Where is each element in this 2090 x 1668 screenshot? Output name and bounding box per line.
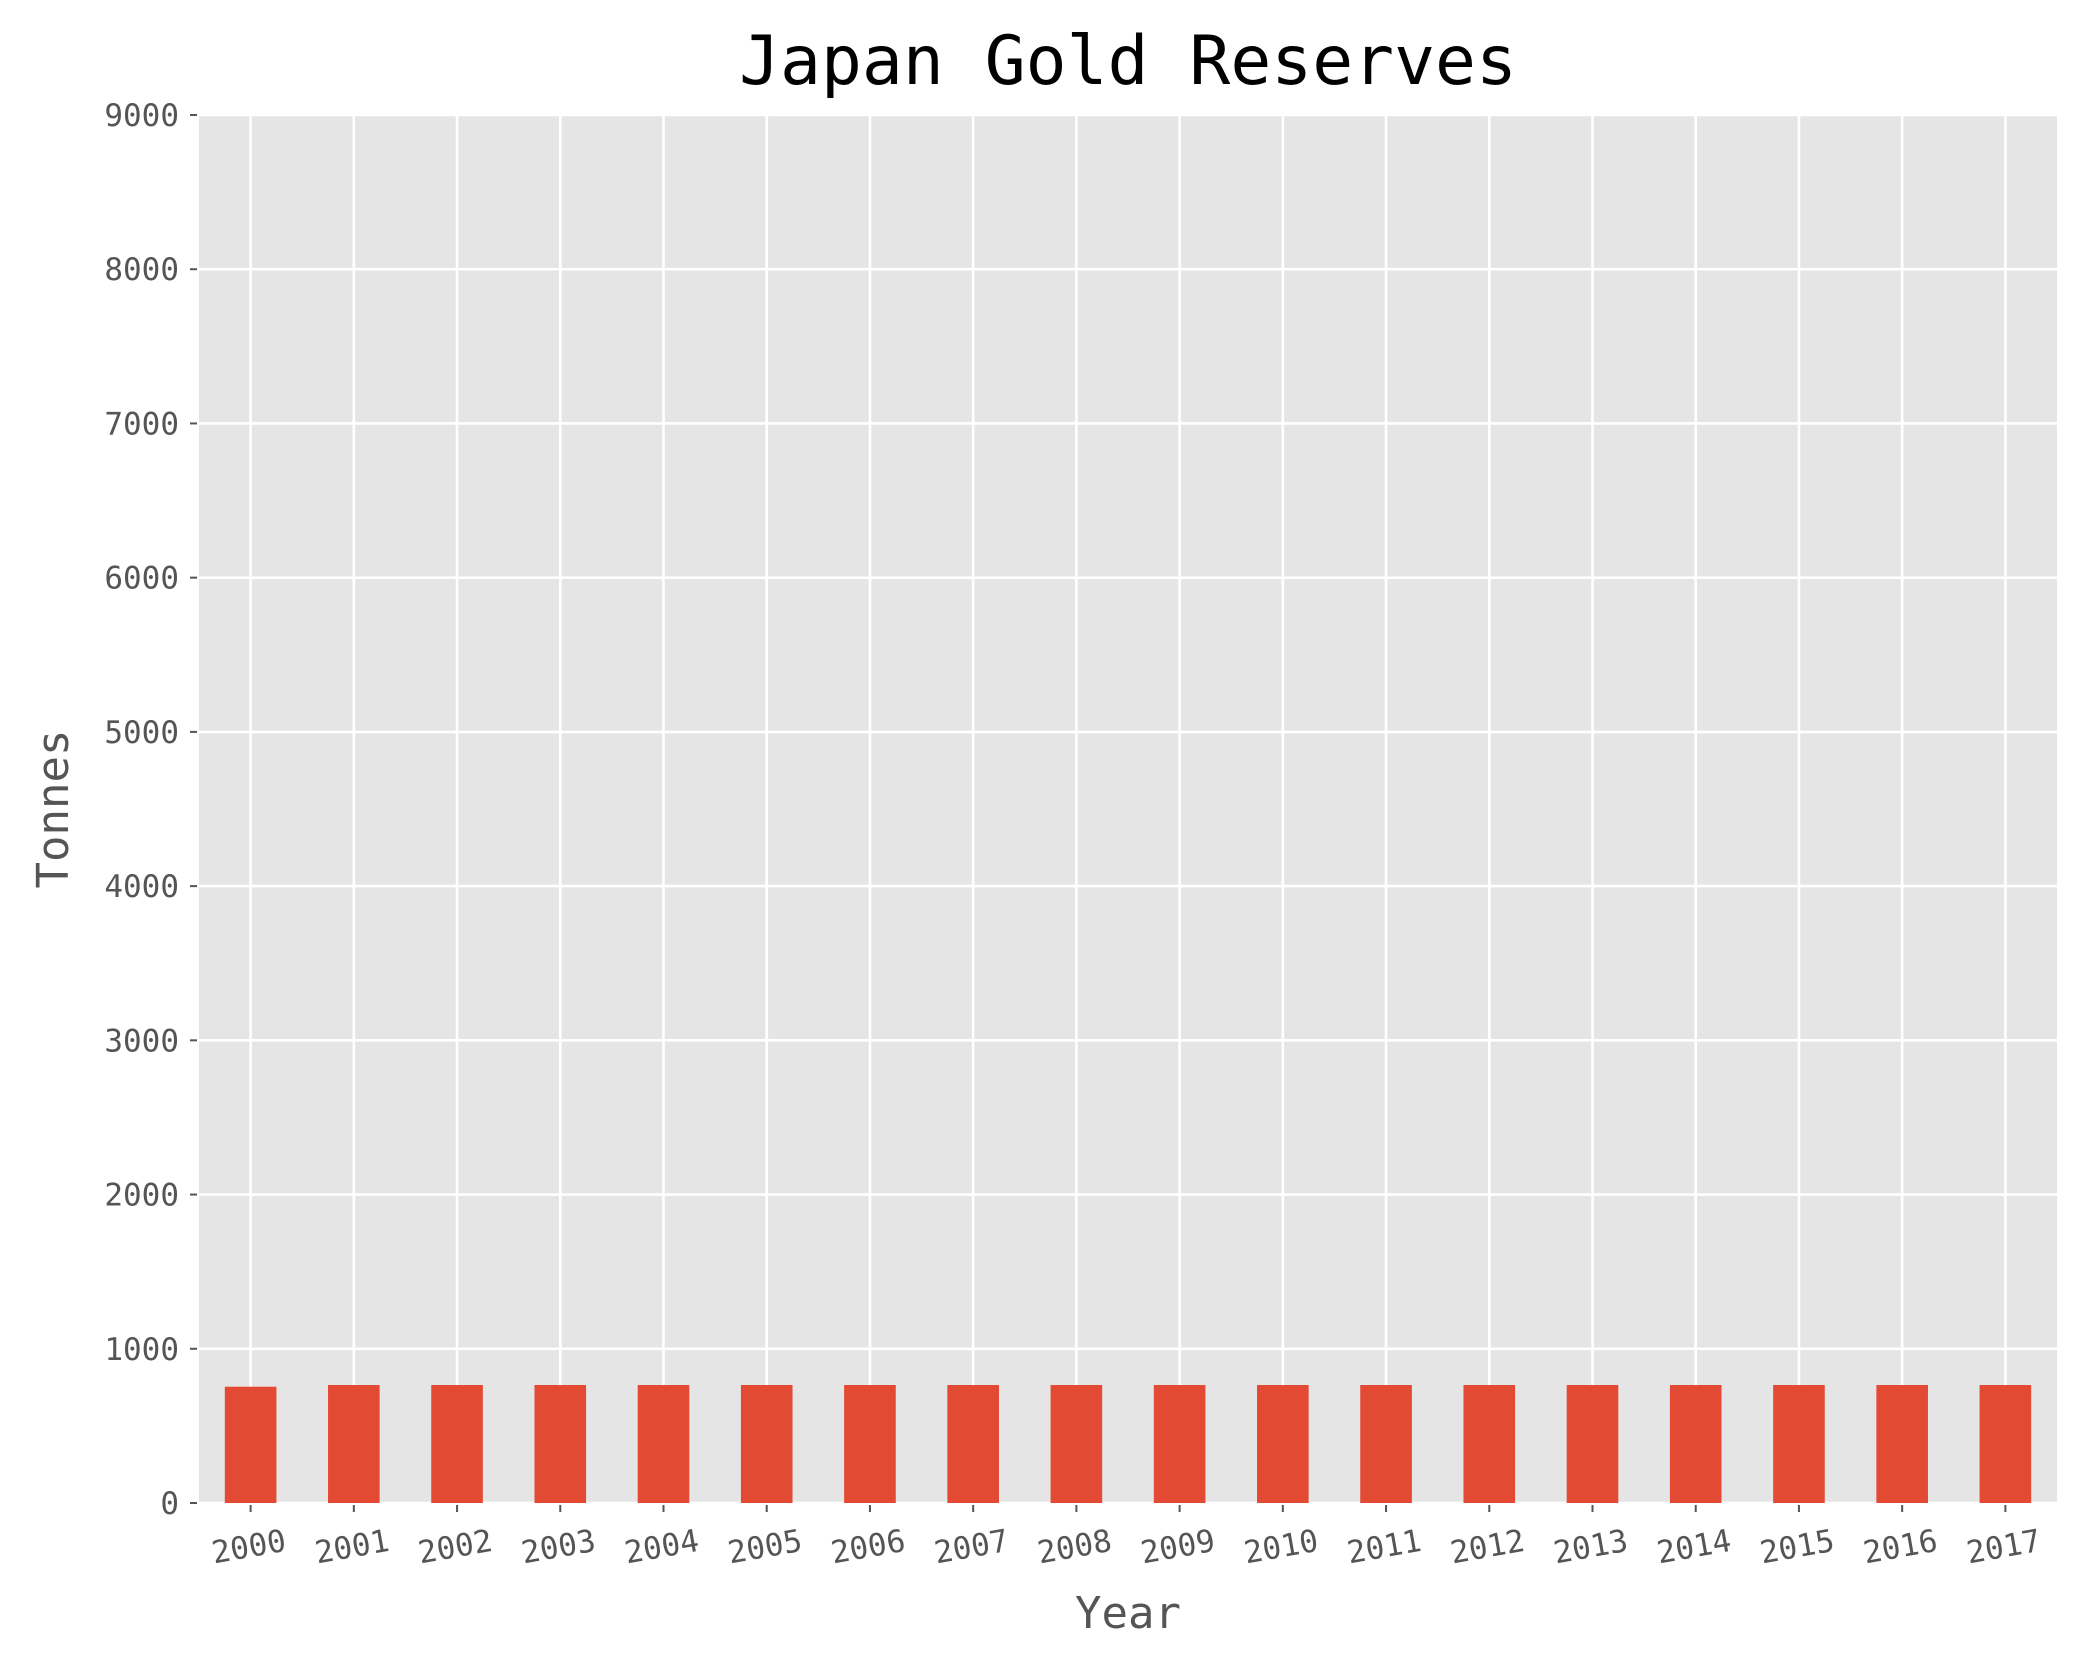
y-tick-label: 1000 <box>104 1332 179 1368</box>
x-tick-label: 2000 <box>209 1523 289 1571</box>
x-tick-label: 2006 <box>828 1523 908 1571</box>
chart-title: Japan Gold Reserves <box>739 22 1517 101</box>
x-axis-label: Year <box>1075 1588 1181 1639</box>
bar-2007 <box>947 1385 999 1503</box>
gridlines <box>199 113 2057 1505</box>
y-tick-label: 3000 <box>104 1023 179 1059</box>
plot-area <box>199 115 2057 1503</box>
y-tick-label: 6000 <box>104 561 179 597</box>
x-tick-label: 2009 <box>1138 1523 1218 1571</box>
bar-2010 <box>1257 1385 1309 1503</box>
x-tick-label: 2012 <box>1448 1523 1528 1571</box>
bars <box>224 1385 2032 1503</box>
x-tick-label: 2016 <box>1861 1523 1941 1571</box>
y-tick-label: 5000 <box>104 715 179 751</box>
bar-2005 <box>740 1385 793 1503</box>
x-tick-label: 2004 <box>622 1523 702 1571</box>
y-tick-label: 8000 <box>104 252 179 288</box>
bar-2000 <box>224 1386 277 1503</box>
x-tick-label: 2001 <box>312 1523 392 1571</box>
x-tick-label: 2014 <box>1654 1523 1734 1571</box>
y-tick-labels: 0 1000 2000 3000 4000 5000 6000 7000 8000 9000 <box>104 98 179 1522</box>
x-tick-label: 2010 <box>1241 1523 1321 1571</box>
y-tick-label: 0 <box>160 1486 179 1522</box>
bar-2011 <box>1360 1385 1412 1503</box>
bar-2012 <box>1463 1385 1516 1503</box>
y-tick-label: 7000 <box>104 406 179 442</box>
bar-2014 <box>1669 1385 1722 1503</box>
bar-2003 <box>534 1385 587 1503</box>
axis-ticks <box>190 114 2007 1512</box>
x-tick-labels: 2000 2001 2002 2003 2004 2005 2006 2007 2008 2009… <box>209 1523 2044 1571</box>
x-tick-label: 2007 <box>932 1523 1012 1571</box>
x-tick-label: 2011 <box>1344 1523 1424 1571</box>
y-tick-label: 9000 <box>104 98 179 134</box>
x-tick-label: 2017 <box>1964 1523 2044 1571</box>
bar-2001 <box>328 1385 380 1503</box>
x-tick-label: 2002 <box>415 1523 495 1571</box>
bar-2002 <box>431 1385 483 1503</box>
bar-2017 <box>1979 1385 2032 1503</box>
x-tick-label: 2013 <box>1551 1523 1631 1571</box>
bar-2008 <box>1050 1385 1103 1503</box>
x-tick-label: 2008 <box>1035 1523 1115 1571</box>
bar-2015 <box>1773 1385 1825 1503</box>
bar-2006 <box>844 1385 896 1503</box>
x-tick-label: 2003 <box>519 1523 599 1571</box>
y-tick-label: 4000 <box>104 869 179 905</box>
y-tick-label: 2000 <box>104 1178 179 1214</box>
y-axis-label: Tonnes <box>28 730 79 889</box>
x-tick-label: 2005 <box>725 1523 805 1571</box>
bar-2013 <box>1566 1385 1619 1503</box>
bar-2016 <box>1876 1385 1928 1503</box>
bar-2004 <box>637 1385 690 1503</box>
x-tick-label: 2015 <box>1757 1523 1837 1571</box>
bar-2009 <box>1153 1385 1206 1503</box>
